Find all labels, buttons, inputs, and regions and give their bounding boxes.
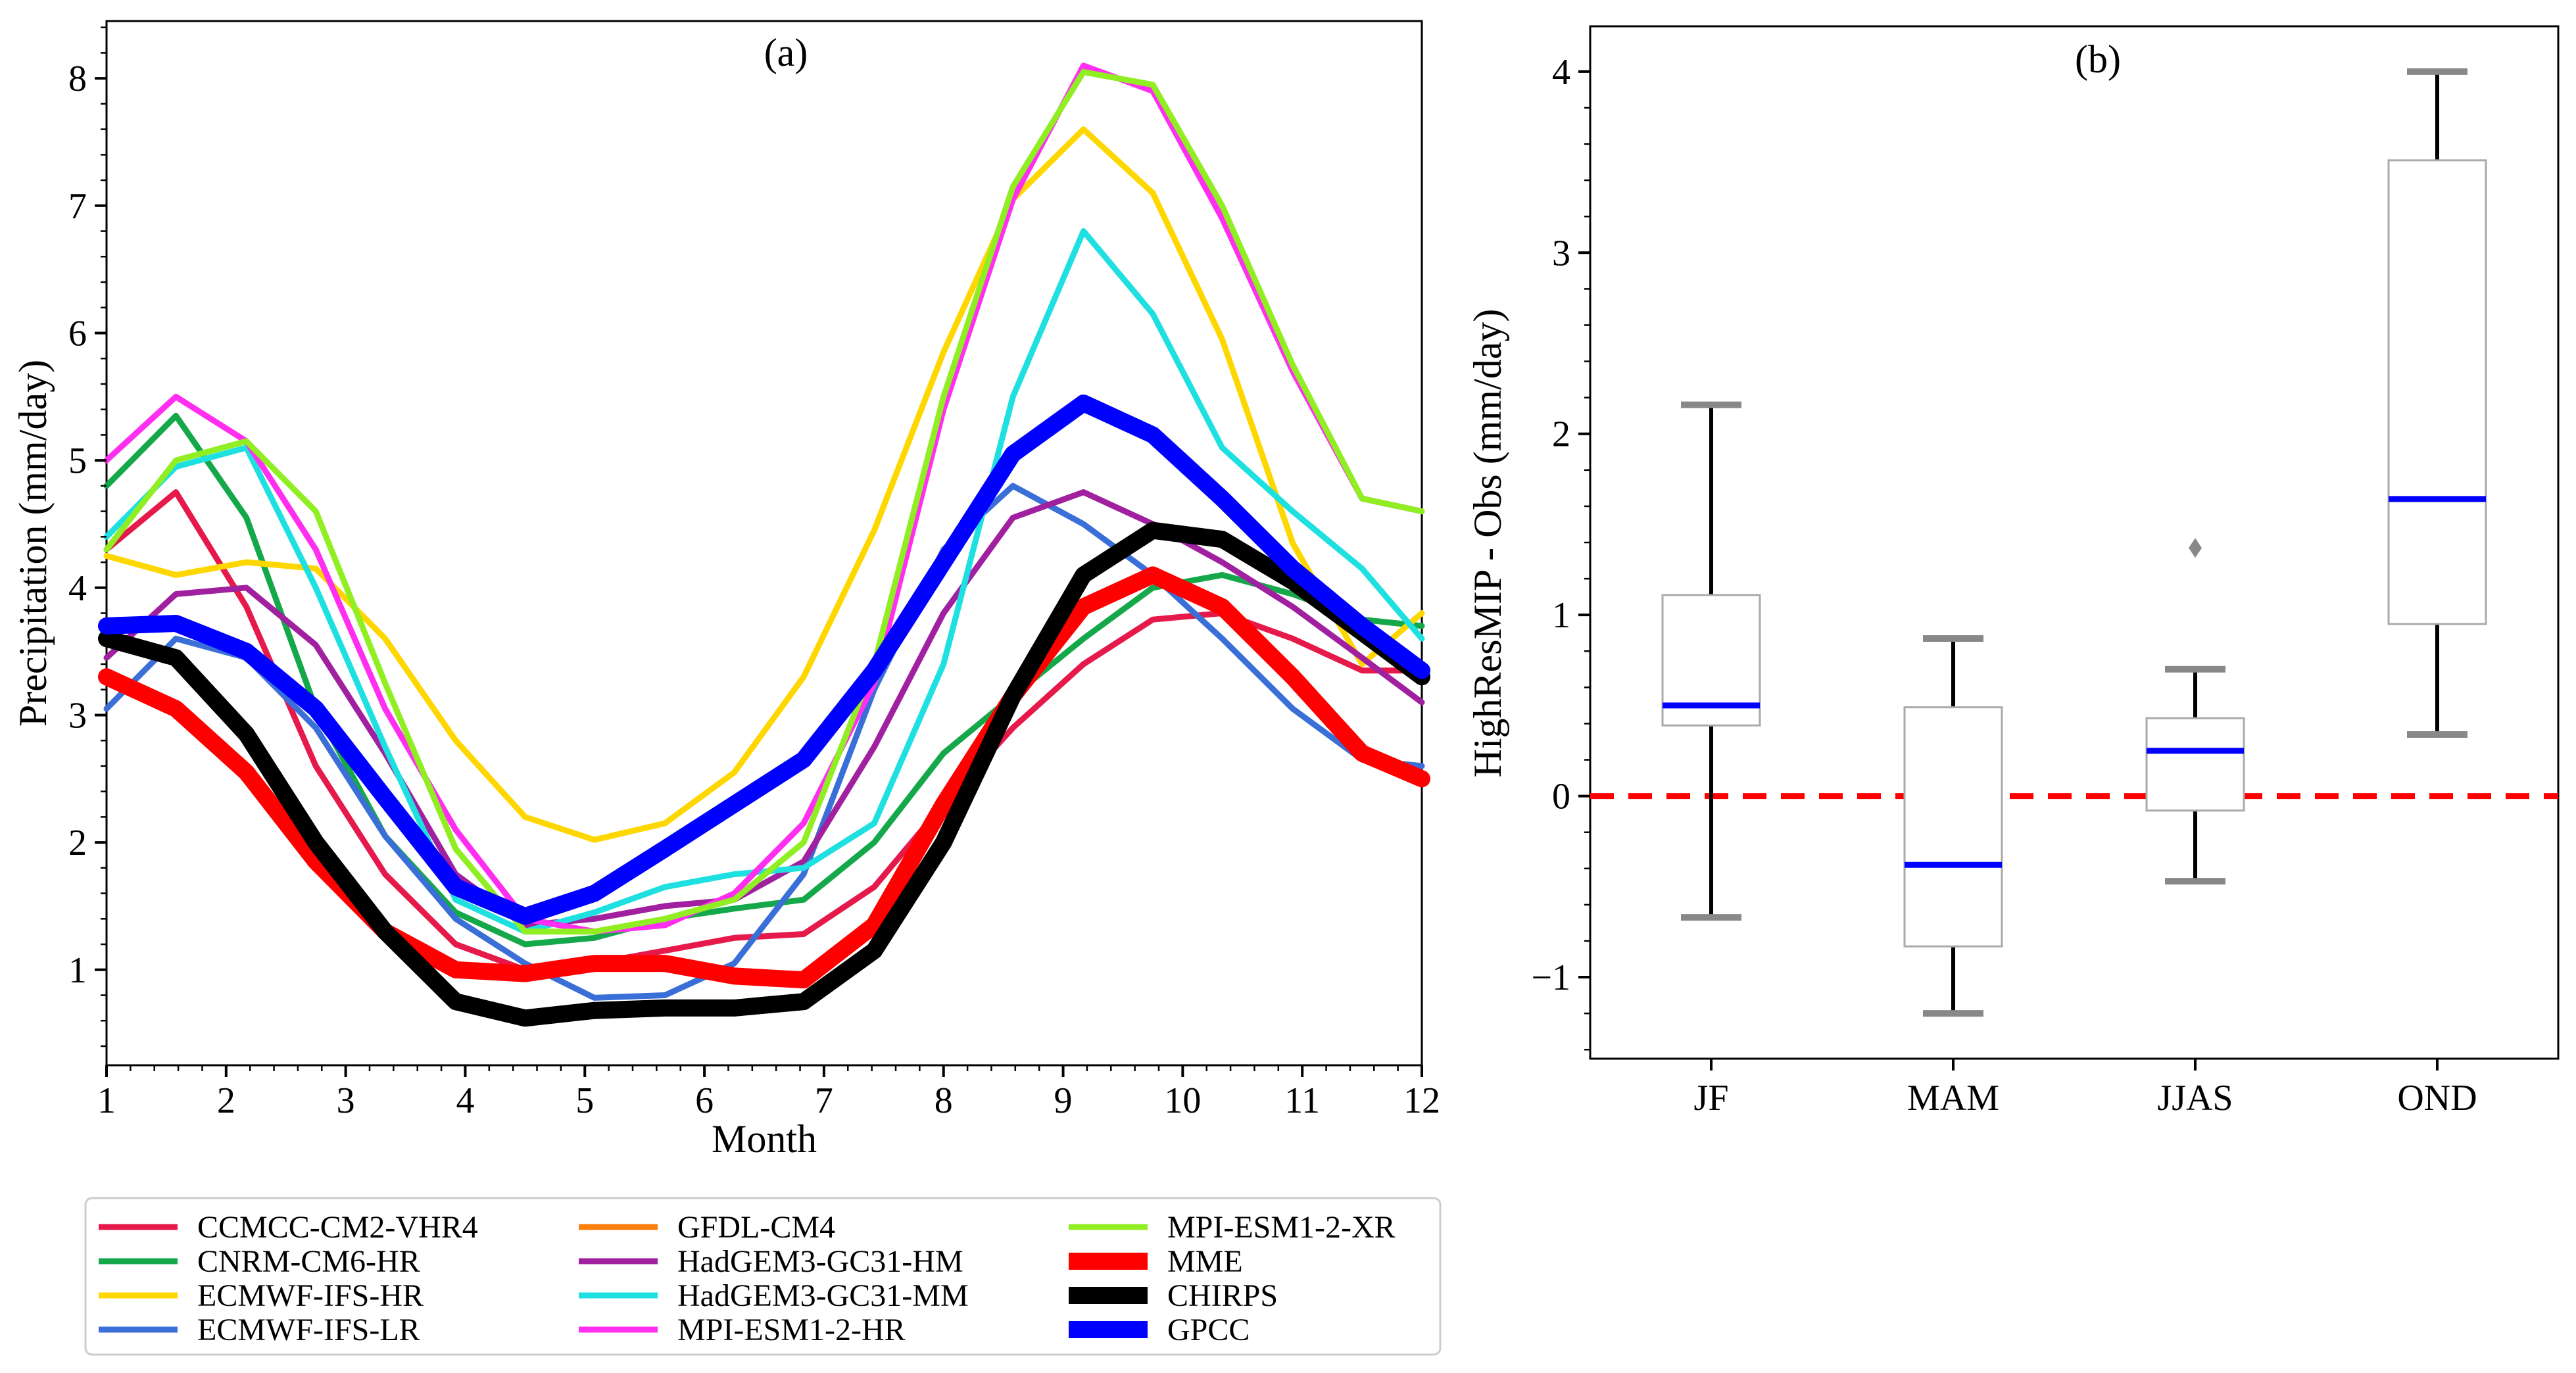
y-tick-label: 4 — [1552, 52, 1570, 93]
x-tick-label: OND — [2397, 1078, 2477, 1119]
y-tick-label: 1 — [1552, 595, 1570, 636]
legend-item-chirps: CHIRPS — [1069, 1278, 1278, 1313]
panel-a-series-lines — [98, 62, 1430, 1027]
legend-item-hadgem3-gc31-hm: HadGEM3-GC31-HM — [579, 1244, 963, 1279]
legend-item-ecmwf-ifs-hr: ECMWF-IFS-HR — [99, 1278, 424, 1313]
legend-label: ECMWF-IFS-LR — [197, 1313, 420, 1347]
y-tick-label: 6 — [68, 313, 87, 354]
y-tick-label: 7 — [68, 186, 87, 227]
x-tick-label: JF — [1694, 1078, 1729, 1119]
legend-item-gfdl-cm4: GFDL-CM4 — [579, 1210, 835, 1245]
legend-items: CCMCC-CM2-VHR4CNRM-CM6-HRECMWF-IFS-HRECM… — [99, 1210, 1396, 1347]
outlier-marker — [2189, 538, 2202, 558]
legend-label: HadGEM3-GC31-MM — [677, 1278, 969, 1313]
series-line-hadgem3-gc31-hm — [103, 489, 1425, 928]
x-tick-label: 4 — [456, 1080, 474, 1121]
legend-item-ccmcc-cm2-vhr4: CCMCC-CM2-VHR4 — [99, 1210, 478, 1245]
series-line-gpcc — [98, 395, 1430, 925]
box-ond — [2387, 68, 2487, 738]
iqr-box — [2145, 717, 2245, 812]
box-mam — [1903, 635, 2003, 1017]
legend-frame — [84, 1197, 1442, 1356]
y-tick-label: −1 — [1531, 957, 1570, 998]
legend-label: HadGEM3-GC31-HM — [677, 1244, 963, 1279]
series-line-ecmwf-ifs-lr — [103, 483, 1425, 1001]
y-tick-label: 8 — [68, 59, 87, 99]
y-tick-label: 4 — [68, 568, 87, 609]
iqr-box — [2387, 159, 2487, 625]
legend-label: MME — [1167, 1244, 1243, 1279]
x-tick-label: 10 — [1164, 1080, 1201, 1121]
x-tick-label: 6 — [695, 1080, 714, 1121]
x-tick-label: 7 — [815, 1080, 833, 1121]
x-tick-label: 9 — [1054, 1080, 1073, 1121]
x-tick-label: JJAS — [2157, 1078, 2233, 1119]
series-line-mme — [98, 566, 1430, 989]
x-tick-label: 5 — [575, 1080, 594, 1121]
y-tick-label: 0 — [1552, 777, 1570, 817]
x-tick-label: 1 — [97, 1080, 116, 1121]
panel-b-label: (b) — [2075, 37, 2121, 81]
x-tick-label: MAM — [1907, 1078, 1999, 1119]
legend-label: CHIRPS — [1167, 1278, 1278, 1313]
legend-item-mpi-esm1-2-xr: MPI-ESM1-2-XR — [1069, 1210, 1396, 1245]
y-tick-label: 1 — [68, 950, 87, 991]
iqr-box — [1903, 706, 2003, 948]
y-tick-label: 2 — [1552, 414, 1570, 455]
legend-item-cnrm-cm6-hr: CNRM-CM6-HR — [99, 1244, 420, 1279]
legend-label: GPCC — [1167, 1313, 1250, 1347]
x-tick-label: 2 — [217, 1080, 235, 1121]
legend-item-mpi-esm1-2-hr: MPI-ESM1-2-HR — [579, 1313, 906, 1347]
panel-a-label: (a) — [764, 31, 808, 74]
legend-item-gpcc: GPCC — [1069, 1313, 1250, 1347]
x-tick-label: 11 — [1284, 1080, 1320, 1121]
panel-a-y-axis-title: Precipitation (mm/day) — [11, 360, 55, 727]
legend-label: CCMCC-CM2-VHR4 — [197, 1210, 478, 1245]
legend-item-ecmwf-ifs-lr: ECMWF-IFS-LR — [99, 1313, 420, 1347]
legend-label: MPI-ESM1-2-XR — [1167, 1210, 1396, 1245]
panel-b-boxes — [1590, 68, 2558, 1017]
series-line-chirps — [98, 521, 1430, 1027]
legend-item-mme: MME — [1069, 1244, 1243, 1279]
series-line-ccmcc-cm2-vhr4 — [103, 489, 1425, 973]
box-jf — [1661, 401, 1761, 921]
box-jjas — [2145, 538, 2245, 885]
series-line-mpi-esm1-2-xr — [103, 69, 1425, 935]
y-tick-label: 5 — [68, 441, 87, 481]
legend-label: ECMWF-IFS-HR — [197, 1278, 424, 1313]
panel-a-x-axis-title: Month — [712, 1117, 817, 1161]
y-tick-label: 3 — [1552, 233, 1570, 274]
panel-b-y-axis-title: HighResMIP - Obs (mm/day) — [1466, 309, 1509, 778]
x-tick-label: 12 — [1403, 1080, 1440, 1121]
x-tick-label: 3 — [337, 1080, 355, 1121]
panel-b-box-plot: JF MAM JJAS OND −1 0 1 2 3 4 (b) HighResMIP - Obs… — [1466, 25, 2560, 1119]
series-line-mpi-esm1-2-hr — [103, 62, 1425, 935]
y-tick-label: 3 — [68, 695, 87, 736]
legend-item-hadgem3-gc31-mm: HadGEM3-GC31-MM — [579, 1278, 969, 1313]
x-tick-label: 8 — [935, 1080, 953, 1121]
y-tick-label: 2 — [68, 823, 87, 863]
legend-label: MPI-ESM1-2-HR — [677, 1313, 906, 1347]
legend: CCMCC-CM2-VHR4CNRM-CM6-HRECMWF-IFS-HRECM… — [84, 1197, 1442, 1356]
legend-label: GFDL-CM4 — [677, 1210, 835, 1245]
legend-label: CNRM-CM6-HR — [197, 1244, 420, 1279]
panel-b-ticks: JF MAM JJAS OND −1 0 1 2 3 4 — [1531, 52, 2477, 1119]
